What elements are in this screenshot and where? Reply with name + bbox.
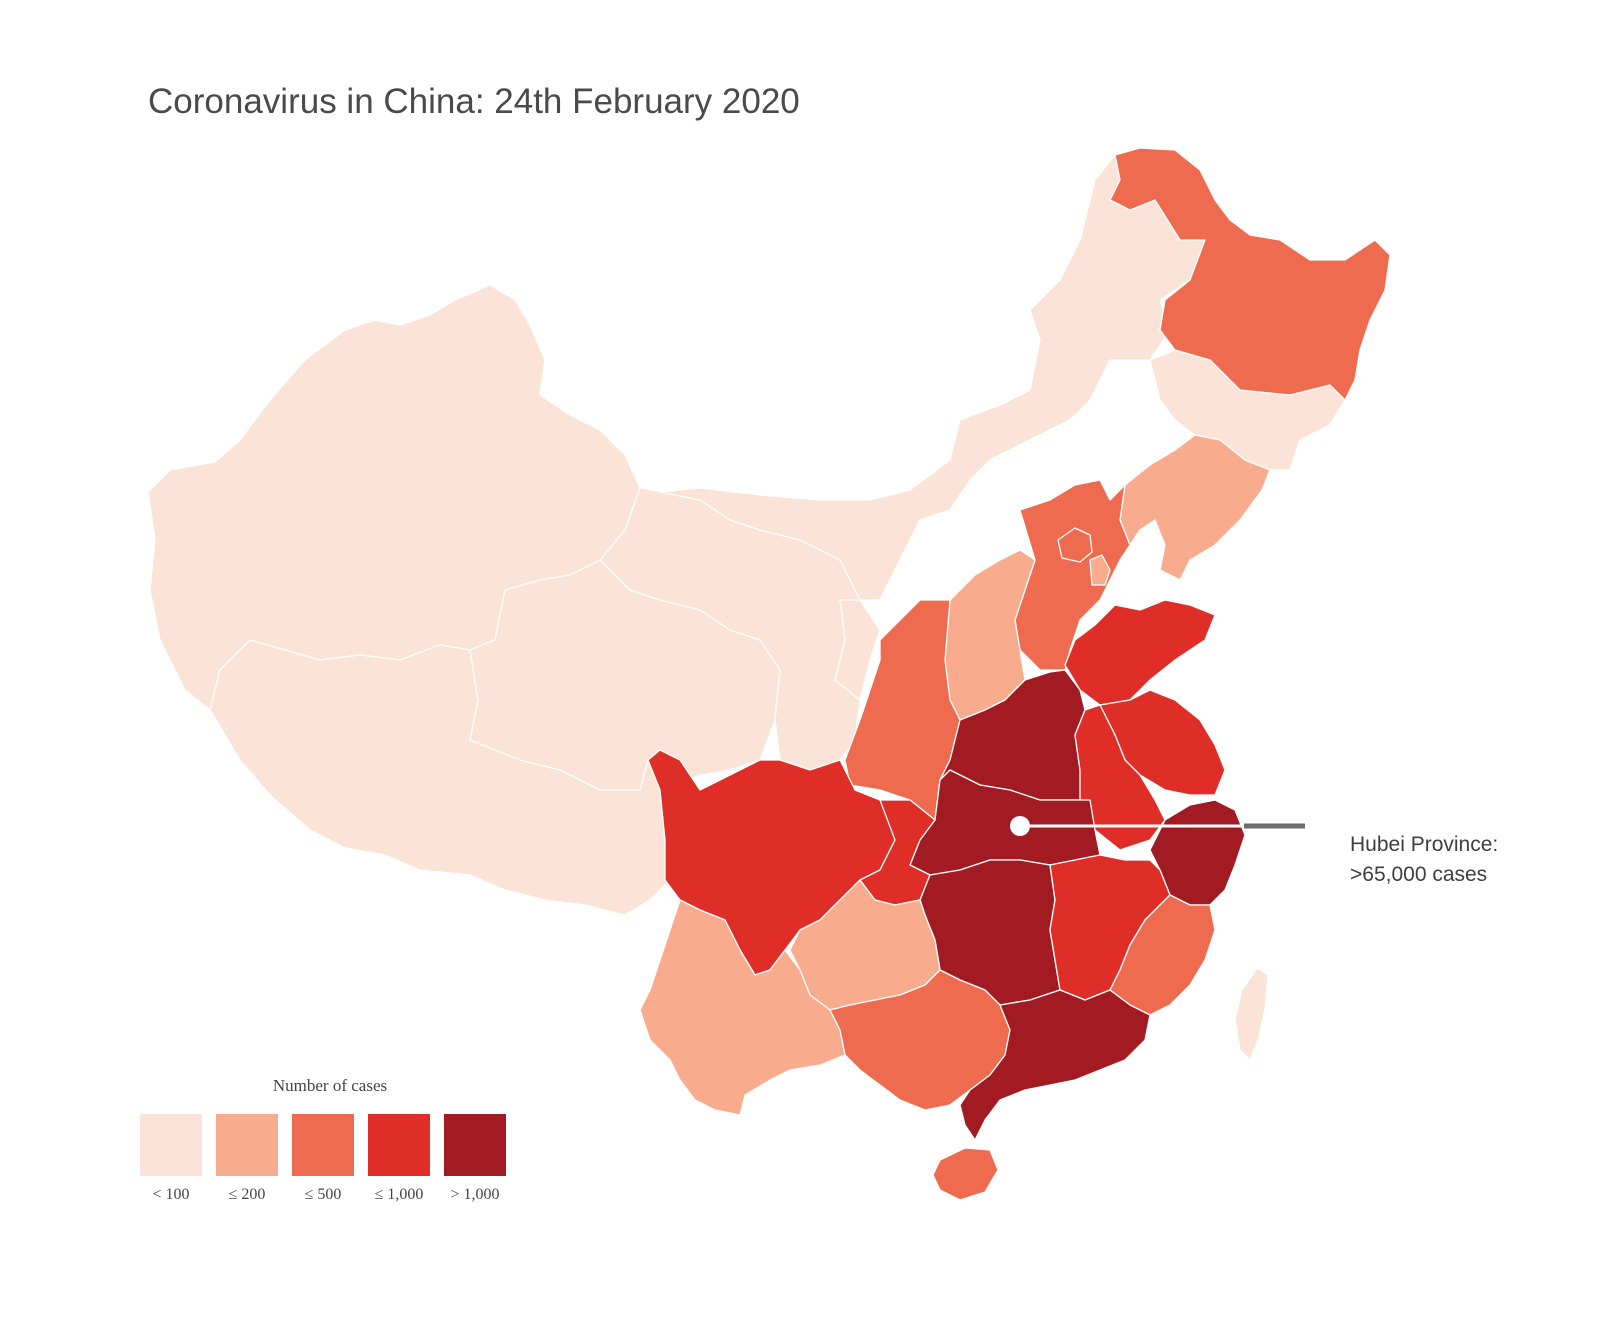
legend-item: ≤ 500 [292,1114,354,1214]
region-beijing [1057,527,1093,563]
region-guangdong [959,989,1151,1141]
region-ningxia [834,599,881,701]
region-taiwan [1234,967,1269,1061]
hubei-marker [1010,816,1030,836]
region-anhui [1074,704,1166,851]
legend-item: ≤ 1,000 [368,1114,430,1214]
legend-swatch [368,1114,430,1176]
legend-label: ≤ 1,000 [374,1186,424,1203]
hubei-annotation: Hubei Province: >65,000 cases [1350,830,1498,890]
legend-item: < 100 [140,1114,202,1214]
region-hainan [932,1147,999,1201]
annotation-line2: >65,000 cases [1350,863,1488,886]
legend-item: > 1,000 [444,1114,506,1214]
region-heilongjiang [1109,147,1391,401]
legend-label: < 100 [152,1186,190,1203]
region-fujian [1109,894,1216,1016]
legend-item: ≤ 200 [216,1114,278,1214]
legend-title: Number of cases [272,1076,388,1095]
legend-swatch [140,1114,202,1176]
legend-label: ≤ 500 [304,1186,342,1203]
legend-swatch [216,1114,278,1176]
legend-label: ≤ 200 [228,1186,266,1203]
legend-swatch [444,1114,506,1176]
legend-label: > 1,000 [450,1186,500,1203]
region-yunnan [639,899,846,1116]
region-tianjin [1089,554,1111,586]
page-title: Coronavirus in China: 24th February 2020 [148,82,800,121]
annotation-line1: Hubei Province: [1350,833,1499,856]
legend: Number of cases < 100 ≤ 200 ≤ 500 ≤ 1,00… [140,1076,520,1216]
region-liaoning [1119,434,1271,581]
region-shandong [1064,599,1216,706]
legend-swatch [292,1114,354,1176]
